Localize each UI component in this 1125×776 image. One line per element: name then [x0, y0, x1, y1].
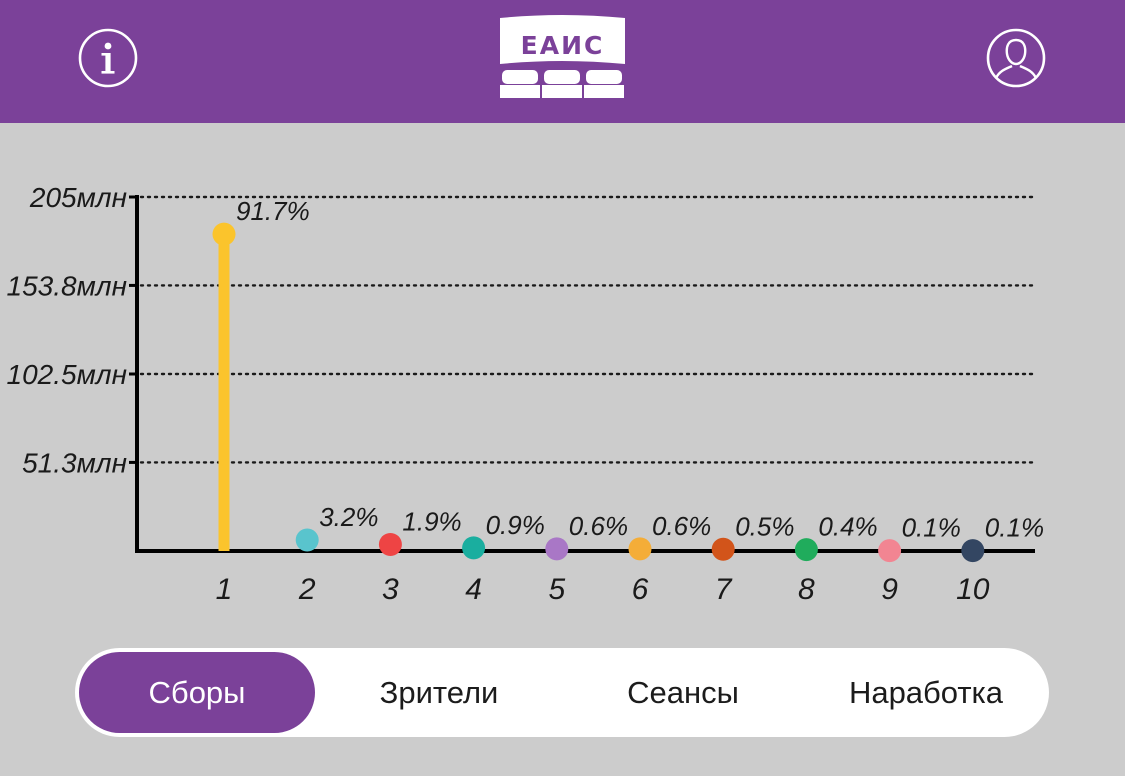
x-tick-label: 6	[632, 573, 649, 606]
x-tick-label: 3	[382, 573, 399, 606]
x-tick-label: 4	[465, 573, 482, 606]
user-profile-icon[interactable]	[986, 28, 1046, 88]
x-tick-label: 9	[881, 573, 898, 606]
eais-logo: ЕАИС	[498, 14, 627, 98]
data-point	[794, 538, 818, 562]
data-label: 1.9%	[402, 506, 461, 536]
tab-sbory[interactable]: Сборы	[79, 652, 315, 733]
x-tick-label: 2	[298, 573, 316, 606]
data-point	[878, 539, 902, 563]
x-tick-label: 5	[548, 573, 565, 606]
data-label: 0.5%	[735, 511, 794, 541]
data-label: 91.7%	[236, 196, 310, 226]
data-point	[628, 537, 652, 561]
data-point	[462, 536, 486, 560]
data-label: 0.1%	[902, 513, 961, 543]
app-header: ЕАИС	[0, 0, 1125, 123]
info-icon[interactable]	[78, 28, 138, 88]
x-tick-label: 1	[216, 573, 233, 606]
x-tick-label: 8	[798, 573, 815, 606]
y-tick-label: 153.8млн	[7, 270, 127, 301]
data-label: 0.1%	[985, 513, 1044, 543]
data-label: 0.6%	[569, 511, 628, 541]
logo-text: ЕАИС	[520, 31, 605, 60]
chart: 51.3млн 102.5млн 153.8млн 205млн 91.7% 1 3.2% 2…	[7, 182, 1045, 606]
data-point	[378, 532, 402, 556]
y-tick-label: 205млн	[29, 182, 127, 213]
x-tick-label: 10	[956, 573, 990, 606]
metric-tab-bar: Сборы Зрители Сеансы Наработка	[75, 648, 1049, 737]
data-label: 3.2%	[319, 502, 378, 532]
data-label: 0.4%	[818, 512, 877, 542]
data-point	[961, 539, 985, 563]
data-point	[212, 222, 236, 246]
data-point	[711, 537, 735, 561]
data-label: 0.6%	[652, 511, 711, 541]
y-tick-label: 51.3млн	[22, 447, 127, 478]
data-label: 0.9%	[486, 510, 545, 540]
tab-narabotka[interactable]: Наработка	[848, 675, 1004, 710]
data-point	[545, 537, 569, 561]
y-tick-label: 102.5млн	[7, 359, 127, 390]
x-tick-label: 7	[715, 573, 733, 606]
tab-seansy[interactable]: Сеансы	[627, 675, 739, 710]
tab-zriteli[interactable]: Зрители	[379, 675, 499, 710]
data-point	[295, 528, 319, 552]
